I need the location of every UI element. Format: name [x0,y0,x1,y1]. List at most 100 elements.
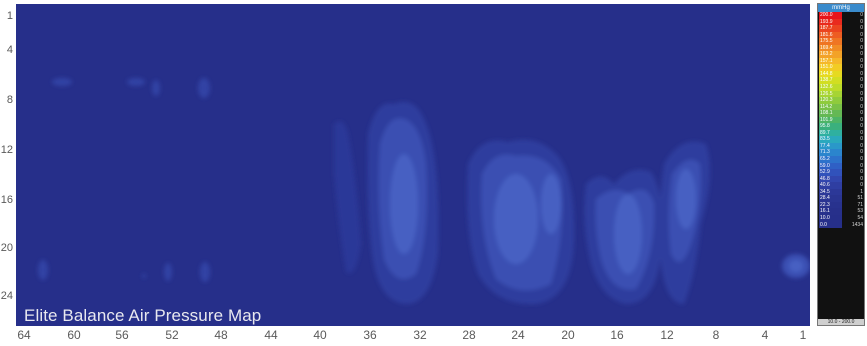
legend-row: 71.3 0 [818,149,864,157]
legend-count: 1 [860,188,863,195]
legend-row: 151.0 0 [818,64,864,71]
legend-row: 181.6 0 [818,31,864,39]
legend-rows: 200.0 0 193.9 0 187.7 0 181.6 0 175.5 0 169.4 0 163.… [818,12,864,229]
legend-row: 10.0 54 [818,214,864,222]
legend-count: 0 [860,51,863,58]
legend-value: 181.6 [819,31,842,39]
legend-row: 77.4 0 [818,142,864,150]
legend-count: 0 [860,116,863,123]
legend-row: 108.1 0 [818,110,864,117]
legend-count: 0 [860,57,863,64]
x-tick-label: 24 [511,328,525,342]
legend-count: 0 [860,77,863,84]
pressure-region [390,154,418,254]
y-tick-label: 4 [6,44,13,56]
legend-value: 132.6 [819,84,842,91]
legend-count: 0 [860,18,863,25]
legend-count: 51 [857,195,863,202]
legend-row: 193.9 0 [818,18,864,26]
y-tick-label: 8 [6,94,13,106]
x-tick-label: 16 [610,328,624,342]
y-tick-label: 1 [6,10,13,22]
x-tick-label: 36 [363,328,377,342]
y-axis-labels: 1 4 8 12 16 20 24 [0,0,15,330]
legend-count: 0 [860,149,863,156]
legend-row: 120.3 0 [818,97,864,104]
legend-row: 132.6 0 [818,84,864,91]
legend-row: 200.0 0 [818,12,864,19]
legend-range: 10.0 - 200.0 [818,319,864,325]
legend-row: 101.9 0 [818,116,864,124]
legend-row: 83.5 0 [818,136,864,143]
legend-row: 46.8 0 [818,175,864,183]
legend-value: 16.1 [819,208,842,215]
pressure-region [676,169,696,229]
y-tick-label: 12 [0,144,13,156]
legend-value: 175.5 [819,38,842,45]
legend-value: 22.3 [819,201,842,209]
legend-count: 0 [860,44,863,51]
legend-row: 169.4 0 [818,44,864,52]
legend-value: 151.0 [819,64,842,71]
legend-value: 126.5 [819,90,842,98]
x-tick-label: 52 [165,328,179,342]
legend-value: 28.4 [819,195,842,202]
legend-count: 0 [860,70,863,77]
legend-value: 101.9 [819,116,842,124]
pressure-region [614,194,642,274]
legend-count: 0 [860,129,863,136]
pressure-spot [127,78,145,86]
x-tick-label: 48 [214,328,228,342]
x-tick-label: 4 [761,328,769,342]
pressure-spot [789,260,803,272]
legend-count: 0 [860,97,863,104]
x-axis-labels: 64 60 56 52 48 44 40 36 32 28 24 20 16 12 8 4 1 [0,326,812,346]
legend-value: 65.2 [819,156,842,163]
legend-value: 52.9 [819,169,842,176]
legend-value: 157.1 [819,57,842,65]
legend-value: 0.0 [819,221,842,229]
legend-count: 0 [860,156,863,163]
legend-count: 0 [860,162,863,169]
x-tick-label: 40 [313,328,327,342]
legend-value: 187.7 [819,25,842,32]
legend-row: 40.6 0 [818,182,864,189]
x-tick-label: 32 [413,328,427,342]
legend-count: 53 [857,208,863,215]
pressure-region [541,174,561,234]
legend-row: 34.5 1 [818,188,864,196]
legend-count: 0 [860,103,863,110]
x-tick-label: 28 [462,328,476,342]
x-tick-label: 20 [561,328,575,342]
y-tick-label: 20 [0,242,13,254]
pressure-spot [142,274,146,278]
legend-value: 34.5 [819,188,842,196]
legend-value: 46.8 [819,175,842,183]
legend-row: 22.3 71 [818,201,864,209]
legend-row: 59.0 0 [818,162,864,170]
x-tick-label: 60 [67,328,81,342]
legend-value: 138.7 [819,77,842,85]
legend-row: 114.2 0 [818,103,864,111]
legend-row: 187.7 0 [818,25,864,32]
legend-count: 0 [860,84,863,91]
legend-value: 193.9 [819,18,842,26]
legend-count: 0 [860,142,863,149]
legend-row: 144.8 0 [818,70,864,78]
legend-count: 0 [860,136,863,143]
x-tick-label: 44 [264,328,278,342]
legend-count: 54 [857,214,863,221]
pressure-spot [52,78,72,86]
legend-count: 0 [860,182,863,189]
pressure-region [494,174,538,264]
x-tick-label: 1 [799,328,807,342]
legend-row: 89.7 0 [818,129,864,137]
legend-row: 163.2 0 [818,51,864,58]
pressure-map: Elite Balance Air Pressure Map [16,4,810,326]
pressure-spot [164,263,172,281]
legend-count: 0 [860,110,863,117]
legend-value: 200.0 [819,12,842,19]
legend-value: 163.2 [819,51,842,58]
legend-row: 0.0 1434 [818,221,864,229]
legend-count: 0 [860,175,863,182]
